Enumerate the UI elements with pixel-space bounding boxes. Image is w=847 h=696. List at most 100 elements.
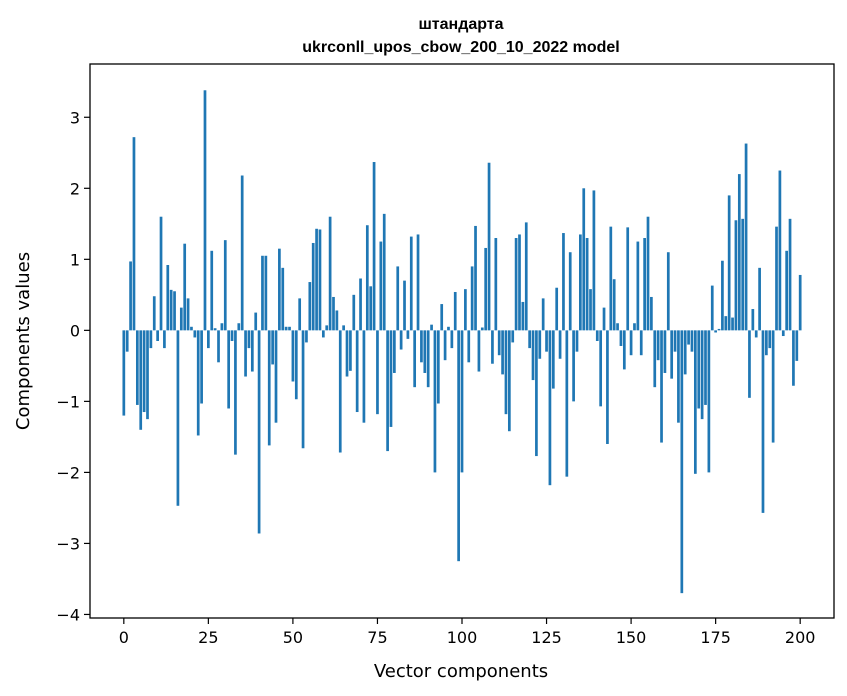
- x-tick-label: 0: [119, 628, 129, 647]
- bar: [758, 267, 761, 331]
- bar: [798, 274, 802, 331]
- bar: [683, 330, 687, 375]
- bar: [203, 90, 207, 331]
- bar: [690, 330, 694, 352]
- bar: [217, 330, 220, 363]
- bar: [575, 330, 579, 352]
- bar: [396, 266, 400, 331]
- bar: [379, 241, 383, 331]
- y-tick-label: −2: [56, 463, 80, 482]
- bar: [656, 330, 660, 361]
- bar: [213, 328, 217, 331]
- bar: [403, 280, 406, 331]
- bar: [693, 330, 697, 474]
- bar: [589, 289, 592, 331]
- x-tick-label: 125: [531, 628, 562, 647]
- bar: [230, 330, 234, 341]
- bar: [352, 294, 356, 331]
- bar: [267, 330, 271, 446]
- bar: [342, 325, 345, 331]
- bar: [220, 323, 224, 331]
- bar: [200, 330, 203, 404]
- bar: [365, 225, 369, 331]
- bar: [622, 330, 626, 370]
- bar: [541, 298, 545, 331]
- bar: [487, 162, 491, 331]
- bar: [680, 330, 684, 594]
- bar: [247, 330, 251, 349]
- x-axis: 0 25 50 75 100 125 150 175 200: [119, 618, 815, 647]
- bar: [389, 330, 393, 427]
- bar: [768, 330, 772, 349]
- bar: [707, 330, 711, 473]
- bar: [609, 226, 613, 331]
- bar: [785, 250, 789, 331]
- bar: [125, 330, 129, 352]
- bar: [545, 330, 548, 352]
- bar: [382, 213, 386, 331]
- bar: [751, 309, 755, 331]
- bar: [186, 298, 190, 331]
- x-tick-label: 50: [283, 628, 303, 647]
- bar: [257, 330, 261, 534]
- bar: [511, 330, 515, 343]
- bar: [504, 330, 508, 415]
- bar: [555, 287, 559, 331]
- bar: [734, 220, 738, 331]
- bar: [129, 261, 132, 331]
- bar: [717, 328, 721, 331]
- bar: [467, 330, 471, 363]
- bar: [325, 325, 329, 331]
- y-axis-label: Components values: [13, 252, 34, 430]
- bar: [558, 330, 562, 359]
- bar: [254, 312, 258, 331]
- bar: [524, 222, 528, 331]
- bar: [284, 326, 288, 331]
- bar: [579, 234, 582, 331]
- bar-series: [122, 90, 802, 594]
- bar: [433, 330, 437, 473]
- bar: [697, 330, 701, 409]
- bar: [376, 330, 379, 415]
- bar: [139, 330, 143, 430]
- bar: [281, 267, 285, 331]
- bar: [234, 330, 237, 455]
- bar: [196, 330, 200, 436]
- bar: [227, 330, 231, 409]
- bar: [741, 218, 745, 331]
- bar: [639, 330, 643, 356]
- bar: [568, 252, 572, 331]
- chart-title-line-1: штандарта: [418, 16, 503, 33]
- bar: [663, 330, 667, 373]
- bar: [721, 260, 724, 331]
- bar: [453, 291, 457, 331]
- bar: [660, 330, 663, 443]
- bar: [369, 286, 373, 331]
- bar: [335, 310, 339, 331]
- bar: [193, 330, 197, 338]
- bar: [355, 330, 359, 413]
- bar: [159, 216, 163, 331]
- bar: [271, 330, 274, 365]
- bar: [514, 238, 518, 331]
- bar: [795, 330, 799, 361]
- y-tick-label: 3: [70, 108, 80, 127]
- bar: [494, 238, 498, 331]
- bar: [599, 330, 603, 407]
- bar: [264, 255, 268, 331]
- bar: [687, 330, 690, 345]
- bar: [166, 265, 170, 331]
- y-tick-label: 0: [70, 321, 80, 340]
- bar: [606, 330, 609, 444]
- bar: [673, 330, 677, 352]
- bar: [727, 195, 731, 331]
- bar: [386, 330, 389, 452]
- bar: [393, 330, 396, 373]
- bar: [538, 330, 542, 359]
- bar: [704, 330, 707, 405]
- bar: [135, 330, 139, 405]
- bar: [318, 229, 322, 331]
- y-axis: −4 −3 −2 −1 0 1 2 3: [56, 108, 90, 624]
- bar: [765, 330, 768, 356]
